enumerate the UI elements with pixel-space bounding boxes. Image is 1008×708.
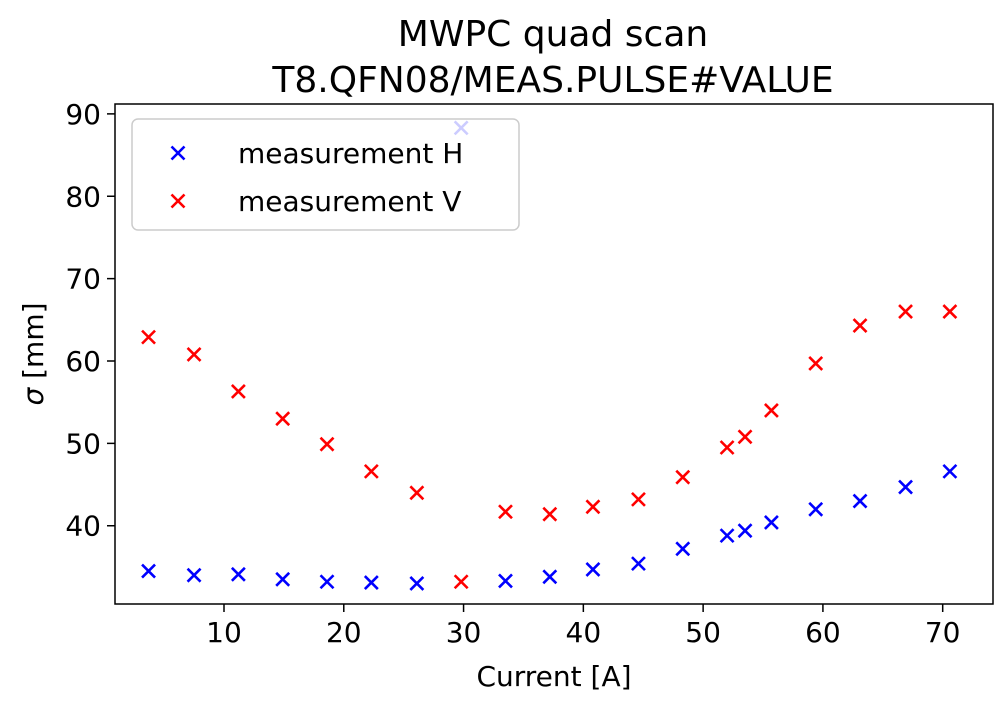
x-tick-label: 10 (206, 616, 242, 649)
measurement-h-point (319, 574, 335, 590)
x-tick-label: 70 (925, 616, 961, 649)
measurement-v-point (737, 429, 753, 445)
measurement-v-point (363, 463, 379, 479)
x-tick-label: 50 (685, 616, 721, 649)
x-tick-label: 60 (805, 616, 841, 649)
chart-subtitle: T8.QFN08/MEAS.PULSE#VALUE (271, 60, 833, 101)
y-tick-label: 80 (65, 180, 101, 213)
measurement-v-point (498, 504, 513, 520)
measurement-v-point (230, 384, 246, 399)
measurement-v-point (275, 411, 291, 427)
y-axis-label: σ [mm] (17, 302, 50, 405)
measurement-h-point (631, 556, 646, 572)
axis-ticks: 10 20 30 40 50 60 70 40 50 60 70 80 90 (65, 98, 960, 649)
measurement-v-point (453, 574, 469, 590)
y-tick-label: 70 (65, 263, 101, 296)
chart-title: MWPC quad scan (398, 14, 708, 55)
measurement-v-point (631, 491, 646, 507)
measurement-v-point (942, 304, 958, 319)
measurement-h-point (141, 563, 156, 579)
measurement-v-point (898, 304, 913, 319)
measurement-h-point (942, 463, 958, 479)
measurement-h-point (409, 575, 425, 591)
measurement-h-point (675, 541, 691, 557)
y-tick-label: 90 (65, 98, 101, 131)
measurement-v-point (186, 346, 202, 362)
measurement-h-point (898, 479, 913, 495)
y-tick-label: 40 (65, 510, 101, 543)
measurement-h-point (737, 523, 753, 539)
measurement-v-point (409, 485, 425, 501)
x-tick-label: 40 (566, 616, 602, 649)
y-axis-unit: [mm] (17, 302, 50, 387)
data-points (141, 120, 958, 591)
measurement-h-point (542, 569, 558, 585)
measurement-v-point (585, 499, 601, 515)
y-tick-label: 60 (65, 345, 101, 378)
measurement-v-point (542, 506, 558, 522)
measurement-h-point (498, 573, 513, 589)
measurement-h-point (363, 575, 379, 591)
legend-label-measurement-v: measurement V (238, 185, 461, 218)
measurement-v-point (852, 318, 868, 334)
measurement-h-point (585, 561, 601, 577)
measurement-h-point (808, 501, 824, 517)
measurement-h-point (719, 528, 735, 544)
legend-marker-measurement-v (170, 193, 186, 209)
legend-box (131, 118, 520, 231)
measurement-v-point (675, 469, 691, 485)
measurement-h-point (275, 571, 291, 587)
x-axis-label: Current [A] (476, 660, 631, 693)
y-tick-label: 50 (65, 427, 101, 460)
measurement-v-point (319, 436, 335, 452)
legend: measurement H measurement V (131, 118, 520, 231)
y-axis-symbol: σ (17, 387, 50, 406)
measurement-h-point (763, 515, 779, 530)
x-tick-label: 20 (326, 616, 362, 649)
measurement-v-point (763, 403, 779, 418)
legend-label-measurement-h: measurement H (238, 137, 463, 170)
legend-marker-measurement-h (170, 145, 186, 161)
measurement-h-point (186, 567, 202, 583)
measurement-v-point (719, 440, 735, 455)
measurement-h-point (852, 493, 868, 509)
x-tick-label: 30 (446, 616, 482, 649)
measurement-v-point (141, 329, 156, 345)
plot-area-frame (114, 103, 994, 605)
measurement-h-point (230, 566, 246, 582)
measurement-v-point (808, 356, 824, 371)
